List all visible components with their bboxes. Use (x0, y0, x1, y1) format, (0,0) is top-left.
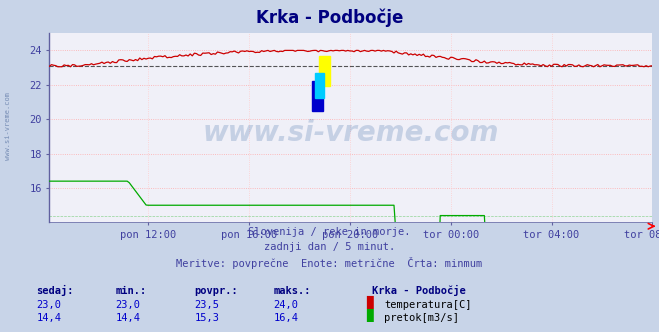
Text: Meritve: povprečne  Enote: metrične  Črta: minmum: Meritve: povprečne Enote: metrične Črta:… (177, 257, 482, 269)
Text: 23,0: 23,0 (115, 300, 140, 310)
FancyBboxPatch shape (316, 73, 324, 98)
Text: █: █ (366, 309, 372, 322)
FancyBboxPatch shape (312, 81, 322, 111)
Text: min.:: min.: (115, 286, 146, 296)
Text: www.si-vreme.com: www.si-vreme.com (5, 92, 11, 160)
Text: 23,5: 23,5 (194, 300, 219, 310)
Text: pretok[m3/s]: pretok[m3/s] (384, 313, 459, 323)
Text: povpr.:: povpr.: (194, 286, 238, 296)
Text: Krka - Podbočje: Krka - Podbočje (256, 8, 403, 27)
Text: 14,4: 14,4 (115, 313, 140, 323)
Text: 14,4: 14,4 (36, 313, 61, 323)
Text: 24,0: 24,0 (273, 300, 299, 310)
Text: maks.:: maks.: (273, 286, 311, 296)
Text: sedaj:: sedaj: (36, 285, 74, 296)
Text: █: █ (366, 296, 372, 309)
Text: 23,0: 23,0 (36, 300, 61, 310)
Text: temperatura[C]: temperatura[C] (384, 300, 472, 310)
Text: 16,4: 16,4 (273, 313, 299, 323)
Text: Slovenija / reke in morje.: Slovenija / reke in morje. (248, 227, 411, 237)
Text: Krka - Podbočje: Krka - Podbočje (372, 285, 466, 296)
FancyBboxPatch shape (319, 56, 330, 86)
Text: www.si-vreme.com: www.si-vreme.com (203, 120, 499, 147)
Text: 15,3: 15,3 (194, 313, 219, 323)
Text: zadnji dan / 5 minut.: zadnji dan / 5 minut. (264, 242, 395, 252)
